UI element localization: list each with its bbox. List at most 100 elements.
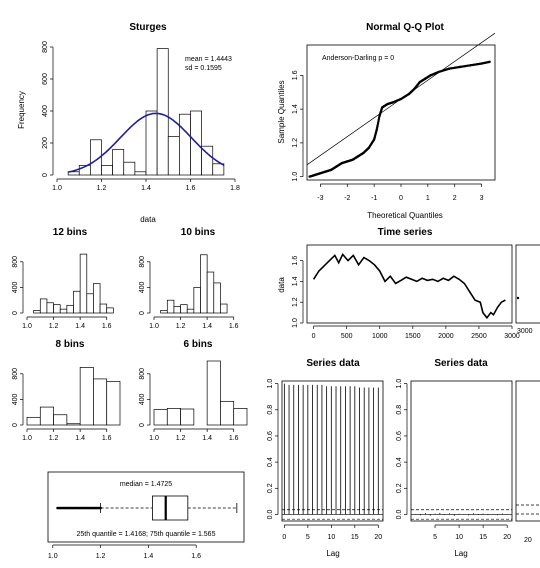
bins6-bar	[153, 409, 168, 426]
bins12-bar	[53, 304, 61, 314]
sturges-x-tick-label: 1.4	[141, 185, 151, 192]
acf1-title: Series data	[306, 358, 360, 369]
bins10-bar	[160, 310, 168, 314]
bins8-y-tick-label: 800	[12, 368, 19, 380]
bins6-x-tick-label: 1.2	[176, 435, 186, 442]
bins12-x-tick-label: 1.6	[102, 323, 112, 330]
qq-y-tick-label: 1.4	[292, 104, 299, 114]
sturges-xlabel: data	[140, 215, 156, 224]
bins12-bar	[106, 307, 114, 314]
bins12-x-tick-label: 1.4	[75, 323, 85, 330]
sturges-bar	[212, 163, 225, 176]
bins12-bar	[66, 304, 74, 314]
bins6-x-tick-label: 1.6	[229, 435, 239, 442]
bins8-x-tick-label: 1.2	[49, 435, 59, 442]
sturges-bar	[167, 136, 180, 176]
bins6-x-tick-label: 1.0	[149, 435, 159, 442]
sturges-y-tick-label: 800	[42, 41, 49, 53]
qq-x-tick-label: -1	[371, 195, 377, 202]
bins12-bar	[93, 283, 101, 314]
bins12-bar	[39, 298, 48, 314]
sturges-y-tick-label: 200	[42, 137, 49, 149]
timeseries-x-tick-label: 2000	[438, 333, 454, 340]
bins12-bars: 1.0 1.2 1.4 1.6 0 400 800	[12, 253, 114, 330]
bins6-bar	[220, 400, 235, 426]
boxplot-quartile-label: 25th quantile = 1.4168; 75th quantile = …	[77, 531, 216, 538]
bins12-y-tick-label: 0	[12, 311, 19, 315]
acf1-x-tick-label: 20	[374, 534, 382, 541]
acf1-y-tick-label: 0.4	[267, 457, 274, 467]
bins12-bar	[59, 308, 68, 314]
bins8-x-tick-label: 1.6	[102, 435, 112, 442]
bins8-bars: 1.0 1.2 1.4 1.6 0 400 800	[12, 367, 121, 442]
bins6-bar	[166, 408, 181, 426]
acf1-bars: 0 5 10 15 20 0.0 0.2 0.4 0.6 0.8 1.0	[267, 379, 383, 541]
sturges-x-tick-label: 1.0	[52, 185, 62, 192]
acf2-x-tick-label: 10	[455, 534, 463, 541]
bins10-bar	[220, 303, 228, 314]
qq-axes: -3 -2 -1 0 1 2 3 1.0 1.2 1.4 1.6	[292, 70, 484, 202]
qq-ad-annotation: Anderson-Darling p = 0	[322, 55, 394, 62]
bins6-bar	[206, 360, 221, 426]
bins10-bar	[186, 308, 195, 314]
timeseries-x-tick-label: 1500	[405, 333, 421, 340]
sturges-bars: 1.0 1.2 1.4 1.6 1.8 0 200 400 600 800	[42, 41, 240, 192]
sturges-bar	[134, 171, 147, 176]
acf1-x-tick-label: 0	[282, 534, 286, 541]
bins10-x-tick-label: 1.4	[202, 323, 212, 330]
bins6-y-tick-label: 400	[139, 393, 146, 405]
boxplot-outlier	[99, 506, 102, 510]
timeseries-panel: Time series 0 500 1000 1500 2000 2500 3000 1.0 1…	[277, 227, 540, 340]
bins6-title: 6 bins	[184, 339, 213, 350]
sturges-bar	[145, 110, 158, 176]
bins12-bar	[73, 290, 81, 314]
bins10-bar	[206, 271, 215, 314]
bins10-x-tick-label: 1.6	[229, 323, 239, 330]
bins8-bar	[106, 381, 121, 426]
bins8-x-tick-label: 1.0	[22, 435, 32, 442]
sturges-x-tick-label: 1.2	[97, 185, 107, 192]
acf1-frame	[281, 380, 384, 522]
bins6-x-tick-label: 1.4	[202, 435, 212, 442]
sturges-ylabel: Frequency	[17, 91, 26, 129]
timeseries-y-tick-label: 1.2	[292, 297, 299, 307]
bins10-x-tick-label: 1.0	[149, 323, 159, 330]
acf2-y-tick-label: 0.8	[396, 405, 403, 415]
boxplot-x-tick-label: 1.4	[144, 553, 154, 560]
qq-y-tick-label: 1.2	[292, 138, 299, 148]
bins8-x-tick-label: 1.4	[75, 435, 85, 442]
acf2-panel: Series data 5 10 15 20 0.0 0.2 0.4 0.6 0.8 1.0 La…	[396, 358, 540, 558]
bins12-y-tick-label: 800	[12, 256, 19, 268]
timeseries-side-point	[516, 296, 520, 300]
bins6-y-tick-label: 800	[139, 368, 146, 380]
acf2-title: Series data	[434, 358, 488, 369]
acf2-y-tick-label: 1.0	[396, 379, 403, 389]
sturges-x-tick-label: 1.6	[186, 185, 196, 192]
acf1-y-tick-label: 0.6	[267, 431, 274, 441]
bins12-bar	[86, 293, 94, 314]
bins6-bars: 1.0 1.2 1.4 1.6 0 400 800	[139, 360, 248, 442]
qq-x-tick-label: 1	[426, 195, 430, 202]
timeseries-x-tick-label: 500	[341, 333, 353, 340]
qq-point	[488, 60, 491, 64]
bins8-panel: 8 bins 1.0 1.2 1.4 1.6 0 400 800	[12, 339, 121, 442]
bins6-bar	[233, 408, 248, 426]
bins10-panel: 10 bins 1.0 1.2 1.4 1.6 0 400 800	[139, 227, 239, 330]
bins8-bar	[39, 406, 54, 426]
acf2-side-frame	[515, 380, 540, 522]
sturges-bar	[101, 165, 113, 176]
bins12-bar	[46, 302, 54, 314]
acf2-x-tick-label: 15	[479, 534, 487, 541]
sturges-normal-curve	[67, 112, 225, 173]
bins12-x-tick-label: 1.0	[22, 323, 32, 330]
bins8-bar	[53, 414, 68, 426]
boxplot-x-tick-label: 1.0	[48, 553, 58, 560]
sturges-y-tick-label: 0	[42, 173, 49, 177]
bins8-bar	[26, 416, 41, 426]
timeseries-x-tick-label: 2500	[471, 333, 487, 340]
bins8-y-tick-label: 0	[12, 423, 19, 427]
bins8-bar	[93, 378, 108, 426]
bins10-y-tick-label: 0	[139, 311, 146, 315]
acf1-y-tick-label: 0.0	[267, 509, 274, 519]
bins6-bar	[180, 408, 195, 426]
